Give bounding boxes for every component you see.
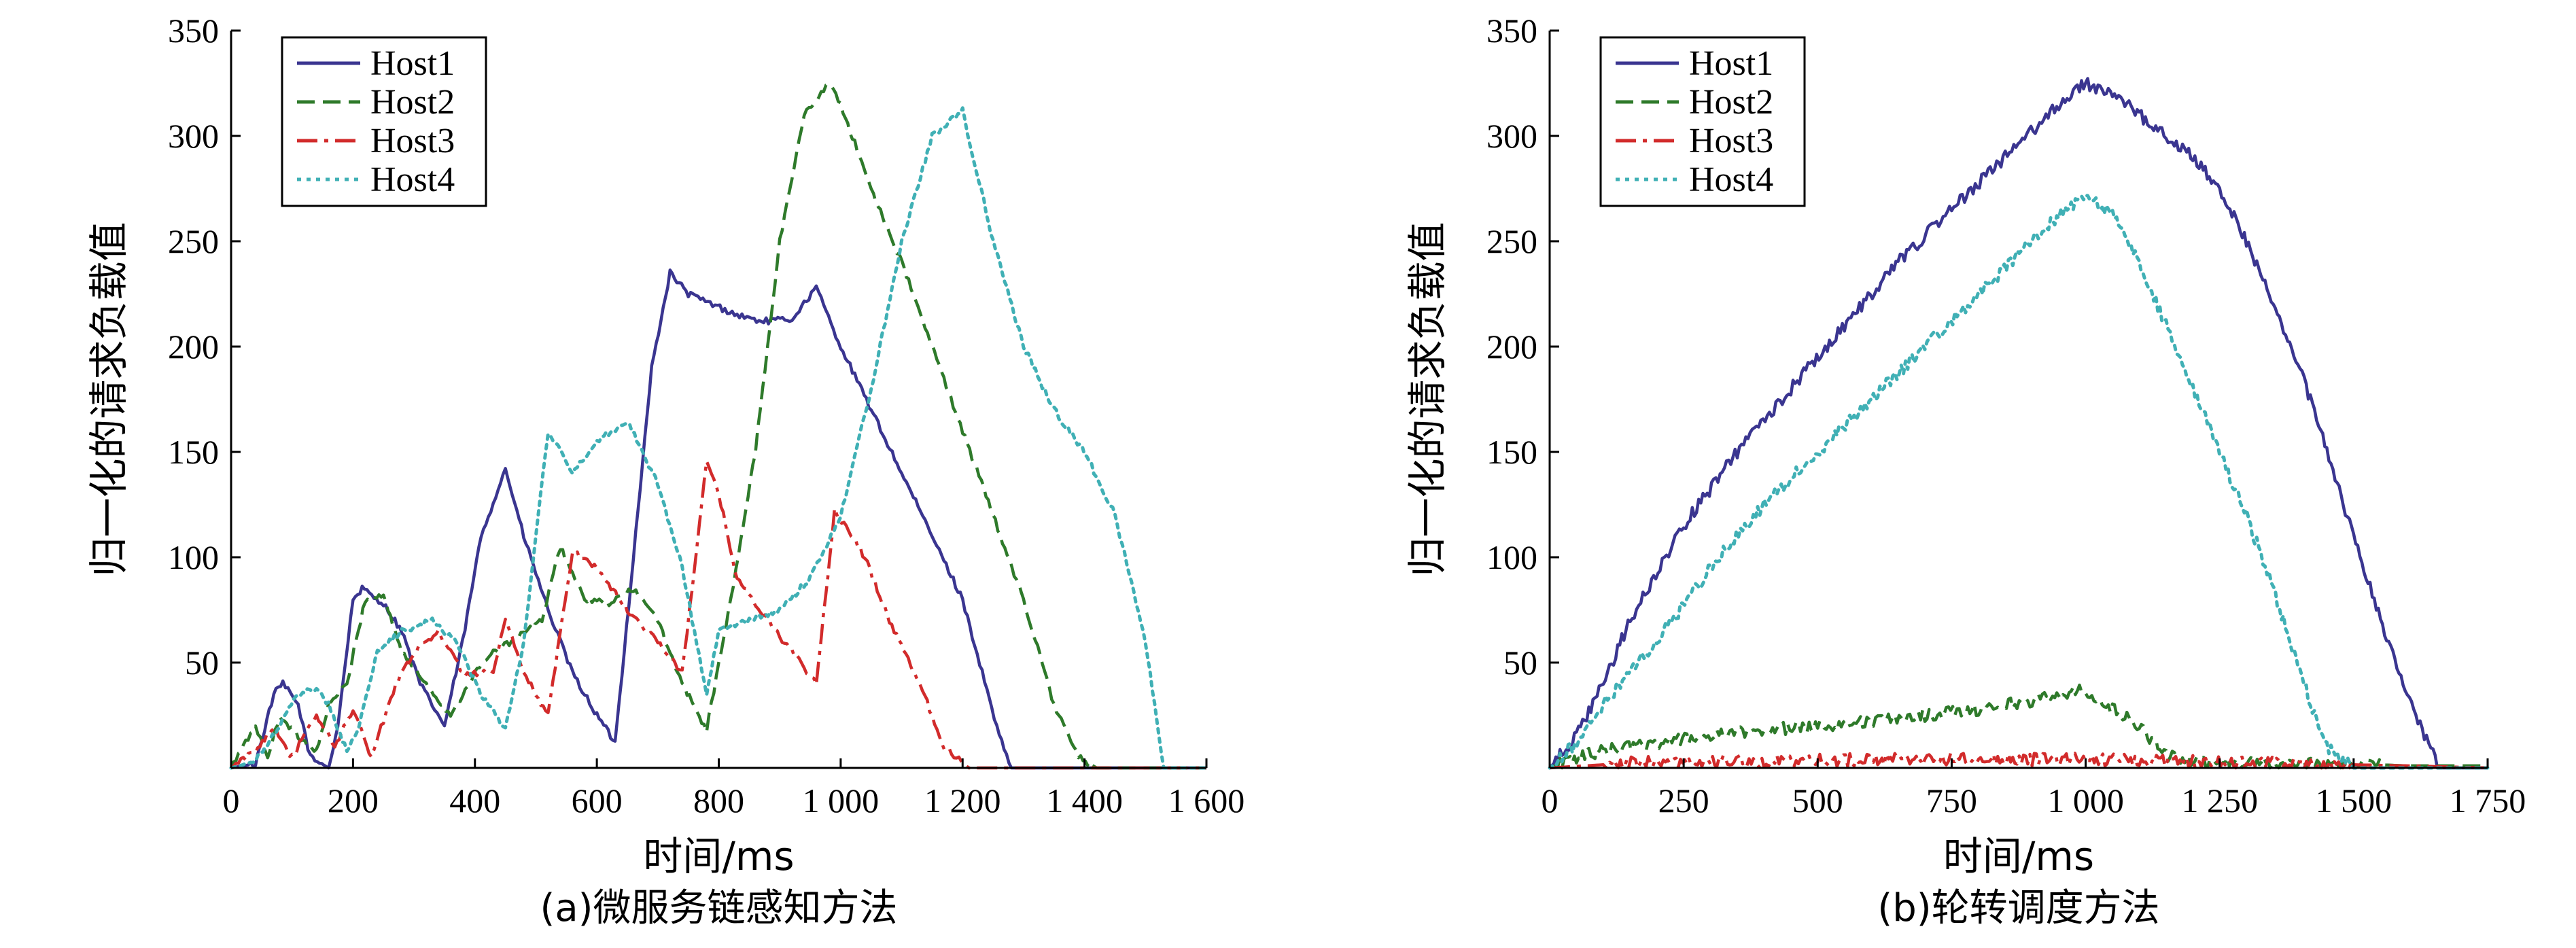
legend-label-host2: Host2 [370, 83, 455, 122]
y-tick-label: 350 [1486, 12, 1537, 50]
x-tick-label: 800 [693, 782, 744, 820]
y-tick-label: 350 [168, 12, 219, 50]
legend-label-host3: Host3 [370, 122, 455, 160]
y-axis-title: 归一化的请求负载值 [86, 222, 132, 576]
x-tick-label: 1 200 [924, 782, 1001, 820]
y-axis-title: 归一化的请求负载值 [1404, 222, 1450, 576]
legend-label-host1: Host1 [1689, 44, 1773, 83]
x-axis-title: 时间/ms [1943, 833, 2094, 879]
legend-label-host4: Host4 [370, 160, 455, 199]
series-line-host3 [230, 459, 1206, 770]
x-tick-label: 400 [449, 782, 500, 820]
y-tick-label: 250 [1486, 222, 1537, 260]
y-tick-label: 150 [1486, 433, 1537, 471]
y-tick-label: 200 [168, 328, 219, 366]
legend-box [281, 36, 487, 207]
legend-label-host4: Host4 [1689, 160, 1773, 199]
x-tick-label: 0 [223, 782, 240, 820]
series-line-host1 [1548, 77, 2488, 770]
series-group [1548, 77, 2490, 770]
legend-label-host2: Host2 [1689, 83, 1773, 122]
x-axis-title: 时间/ms [643, 833, 794, 879]
x-tick-label: 1 500 [2316, 782, 2392, 820]
x-tick-label: 1 750 [2450, 782, 2526, 820]
legend-label-host1: Host1 [370, 44, 455, 83]
series-line-host2 [229, 82, 1206, 770]
series-line-host4 [229, 106, 1208, 770]
x-tick-label: 750 [1926, 782, 1977, 820]
y-tick-label: 250 [168, 222, 219, 260]
x-tick-label: 250 [1658, 782, 1709, 820]
chart-panel-b: 0 250 500 750 1 000 1 250 1 500 1 750 50 100 150 20… [1288, 0, 2576, 948]
series-line-host1 [230, 268, 1206, 770]
series-line-host3 [1549, 752, 2488, 770]
x-tick-label: 600 [572, 782, 623, 820]
chart-caption: (b)轮转调度方法 [1877, 886, 2159, 930]
chart-caption: (a)微服务链感知方法 [540, 886, 897, 930]
y-tick-label: 50 [185, 644, 219, 682]
y-tick-label: 300 [1486, 117, 1537, 155]
y-tick-label: 200 [1486, 328, 1537, 366]
legend-label-host3: Host3 [1689, 122, 1773, 160]
chart-a-svg: 0 200 400 600 800 1 000 1 200 1 400 1 600 50 100 15… [86, 12, 1245, 930]
y-tick-label: 50 [1503, 644, 1537, 682]
y-tick-label: 150 [168, 433, 219, 471]
y-tick-label: 100 [168, 538, 219, 576]
y-tick-label: 100 [1486, 538, 1537, 576]
y-tick-label: 300 [168, 117, 219, 155]
x-tick-label: 1 000 [803, 782, 880, 820]
series-line-host4 [1548, 194, 2490, 770]
chart-b-svg: 0 250 500 750 1 000 1 250 1 500 1 750 50 100 150 20… [1404, 12, 2526, 930]
chart-panel-a: 0 200 400 600 800 1 000 1 200 1 400 1 600 50 100 15… [86, 12, 1245, 930]
x-tick-label: 500 [1792, 782, 1843, 820]
x-tick-label: 1 600 [1168, 782, 1245, 820]
x-tick-label: 200 [328, 782, 379, 820]
x-tick-label: 1 250 [2181, 782, 2258, 820]
x-tick-label: 1 400 [1046, 782, 1123, 820]
x-tick-label: 0 [1542, 782, 1559, 820]
x-tick-label: 1 000 [2047, 782, 2124, 820]
